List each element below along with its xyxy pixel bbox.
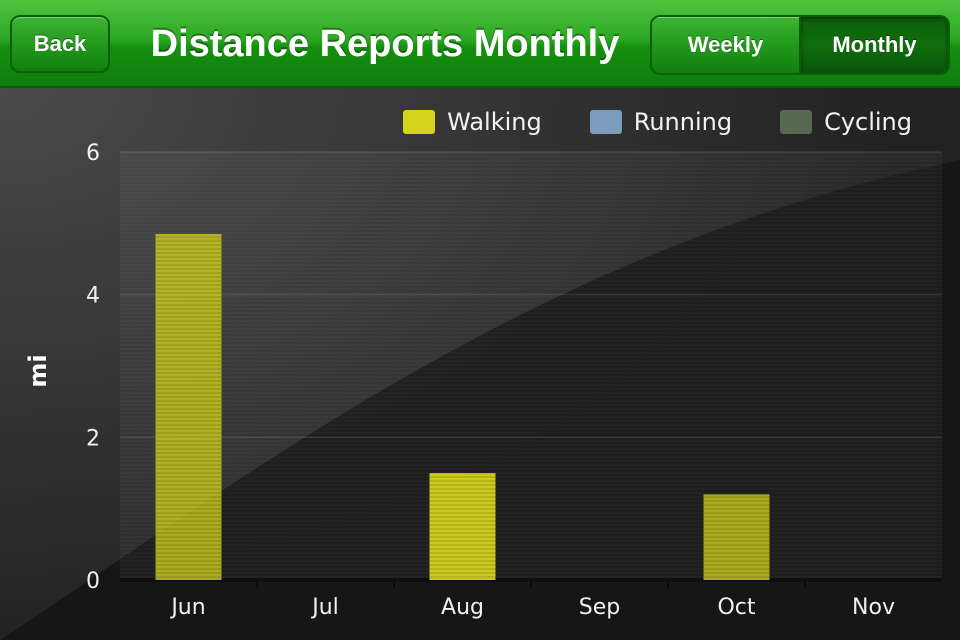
x-tick-label-sep: Sep [579,595,620,620]
x-tick-label-jul: Jul [310,595,339,620]
bar-stripe-walking-oct [703,494,770,580]
x-tick-label-nov: Nov [852,595,895,620]
y-tick-label-0: 0 [86,569,100,594]
y-axis-label: mi [24,354,52,388]
legend-label-running: Running [633,108,733,136]
chart-legend: Walking Running Cycling [355,108,912,136]
bar-stripe-walking-jun [155,234,222,581]
legend-label-cycling: Cycling [824,108,912,136]
weekly-segment[interactable]: Weekly [652,17,801,73]
chart-area: 0 2 4 6 Jun Jul Aug Sep Oct Nov Walking Running C… [0,88,960,640]
navigation-bar: Back Distance Reports Monthly Weekly Mon… [0,0,960,88]
legend-item-cycling: Cycling [780,108,912,136]
monthly-segment[interactable]: Monthly [801,17,948,73]
bar-stripe-walking-aug [429,473,496,580]
x-tick-label-jun: Jun [169,595,205,620]
y-tick-label-2: 2 [86,426,100,451]
legend-swatch-running [589,110,622,134]
legend-item-running: Running [589,108,733,136]
legend-swatch-cycling [780,110,813,134]
x-tick-label-oct: Oct [717,595,755,620]
y-tick-label-6: 6 [86,141,100,166]
y-tick-label-4: 4 [86,284,100,309]
legend-swatch-walking [403,110,436,134]
back-button[interactable]: Back [10,15,110,73]
x-tick-label-aug: Aug [441,595,484,620]
legend-item-walking: Walking [403,108,542,136]
page-title: Distance Reports Monthly [150,23,620,65]
period-segmented-control: Weekly Monthly [650,15,950,75]
plot-scanlines [120,152,942,580]
distance-bar-chart: 0 2 4 6 Jun Jul Aug Sep Oct Nov [0,88,960,640]
legend-label-walking: Walking [447,108,542,136]
